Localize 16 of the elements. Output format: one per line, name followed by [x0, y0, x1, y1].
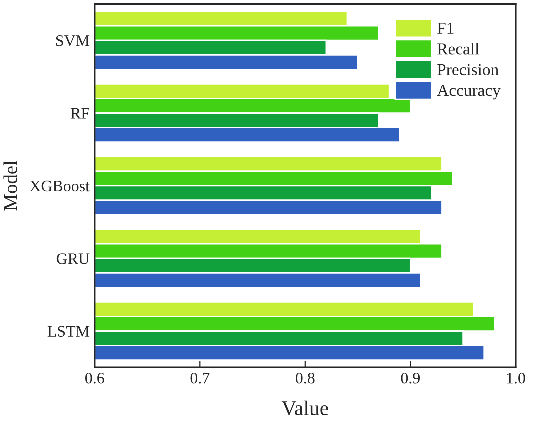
legend-label: Recall: [438, 43, 480, 55]
y-tick-label: GRU: [56, 254, 90, 264]
y-tick-label: SVM: [56, 36, 90, 46]
x-axis-title: Value: [282, 400, 328, 416]
y-axis-title: Model: [4, 160, 18, 211]
legend-label: Precision: [438, 64, 499, 76]
y-tick-label: RF: [70, 108, 90, 119]
x-tick-label: 0.7: [190, 372, 210, 384]
x-tick-label: 0.9: [401, 372, 420, 384]
x-tick-label: 0.6: [86, 372, 104, 384]
legend-label: F1: [438, 22, 454, 34]
legend-label: Accuracy: [437, 85, 501, 100]
y-tick-label: XGBoost: [30, 180, 90, 192]
x-tick-label: 1.0: [507, 372, 526, 384]
y-tick-label: LSTM: [48, 326, 90, 337]
x-tick-label: 0.8: [296, 372, 315, 384]
